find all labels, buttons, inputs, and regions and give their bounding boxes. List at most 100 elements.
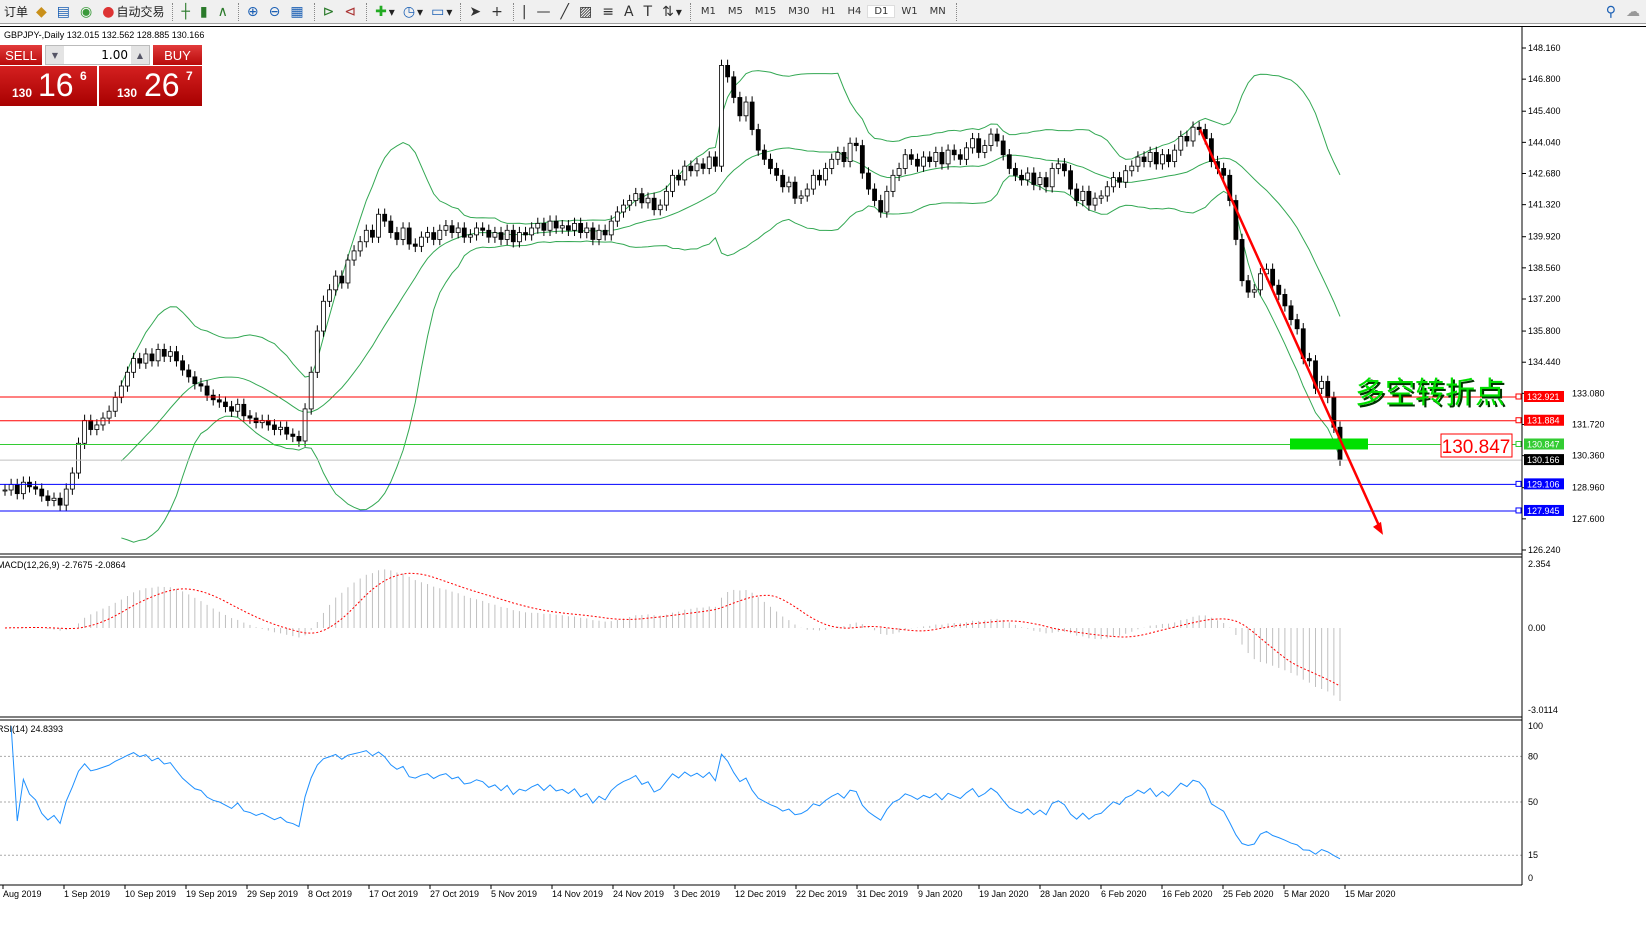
candle-bull (798, 195, 804, 199)
cursor-icon: ➤ (469, 3, 482, 20)
candle-bear (1019, 174, 1024, 181)
annotation-text[interactable]: 多空转折点 (1355, 377, 1505, 410)
toolbar-signal-button[interactable]: ◉ (76, 1, 98, 23)
candle-bull (20, 481, 26, 495)
candle-bear (602, 229, 608, 236)
candle-bear (749, 101, 755, 130)
candle-bull (1104, 186, 1110, 197)
line-handle (1515, 393, 1522, 400)
candle-bull (345, 259, 351, 284)
vertical-line-button[interactable]: | (518, 1, 533, 23)
candle-bear (1184, 135, 1190, 142)
timeframe-h1[interactable]: H1 (821, 6, 836, 17)
lot-size-stepper[interactable]: ▼ ▲ (45, 45, 150, 65)
chart-canvas[interactable]: 148.160 146.800 145.400 144.040 142.680 141.3… (0, 27, 1646, 901)
candle-bull (131, 358, 137, 373)
candle-bear (866, 172, 871, 190)
candle-bull (419, 236, 424, 247)
horizontal-line-button[interactable]: — (533, 1, 557, 23)
candle-bear (774, 168, 780, 176)
candle-bear (523, 232, 528, 236)
price-tick-label: 137.200 (1528, 294, 1561, 304)
lot-size-input[interactable] (64, 47, 131, 63)
candle-bear (1288, 305, 1294, 321)
autoscroll-button[interactable]: ⊳ (319, 1, 341, 23)
date-label: 5 Nov 2019 (491, 889, 537, 899)
timeframe-m30[interactable]: M30 (788, 6, 810, 17)
toolbar-autotrade-button[interactable]: ● 自动交易 (102, 3, 165, 20)
candle-bull (1135, 156, 1141, 167)
candle-bear (927, 156, 933, 162)
text-button[interactable]: A (620, 1, 640, 23)
templates-button[interactable]: ▭ ▾ (431, 3, 453, 20)
timeframe-m15[interactable]: M15 (754, 6, 777, 17)
bar-chart-icon: ┼ (181, 3, 190, 20)
trend-arrow-line (1198, 129, 1382, 529)
candle-bear (700, 163, 706, 169)
candle-bull (468, 234, 473, 238)
fibonacci-button[interactable]: ≡ (598, 1, 620, 23)
candle-bull (118, 385, 124, 398)
axes: 148.160 146.800 145.400 144.040 142.680 141.3… (0, 27, 1605, 899)
zoom-in-button[interactable]: ⊕ (243, 1, 265, 23)
buy-price-button[interactable]: 130 26 7 (99, 66, 202, 106)
channel-button[interactable]: ▨ (575, 1, 598, 23)
sell-button[interactable]: SELL (0, 45, 42, 65)
timeframe-w1[interactable]: W1 (901, 6, 918, 17)
candle-bear (296, 436, 302, 442)
candle-bull (1092, 197, 1098, 206)
candle-bear (1006, 154, 1012, 169)
candle-bear (394, 232, 400, 240)
candle-bull (596, 229, 602, 240)
timeframe-mn[interactable]: MN (929, 6, 946, 17)
sell-price-button[interactable]: 130 16 6 (0, 66, 97, 106)
timeframe-d1[interactable]: D1 (867, 5, 896, 18)
arrows-button[interactable]: ⇅ ▾ (662, 3, 682, 20)
candle-chart-button[interactable]: ▮ (196, 1, 214, 23)
candle-bear (676, 174, 682, 181)
candle-bull (1147, 152, 1153, 162)
timeframe-h4[interactable]: H4 (847, 6, 862, 17)
trendline-button[interactable]: ╱ (557, 1, 575, 23)
tile-windows-button[interactable]: ▦ (286, 1, 309, 23)
indicators-button[interactable]: ✚ ▾ (375, 3, 395, 20)
label-button[interactable]: T (640, 1, 659, 23)
candle-bull (663, 190, 669, 206)
candle-bull (82, 419, 88, 444)
lot-increase-button[interactable]: ▲ (131, 46, 149, 64)
timeframe-m1[interactable]: M1 (700, 6, 716, 17)
candle-bull (964, 147, 969, 160)
candle-bull (786, 181, 792, 188)
candle-bear (198, 383, 204, 387)
chat-button[interactable]: ☁ (1622, 1, 1646, 23)
zoom-out-button[interactable]: ⊖ (265, 1, 287, 23)
date-label: 3 Dec 2019 (674, 889, 720, 899)
candle-bull (308, 371, 314, 410)
crosshair-button[interactable]: + (487, 1, 509, 23)
search-button[interactable]: ⚲ (1602, 1, 1622, 23)
candle-bear (1270, 268, 1276, 286)
chart-window[interactable]: 148.160 146.800 145.400 144.040 142.680 141.3… (0, 26, 1646, 900)
chart-shift-button[interactable]: ⊲ (340, 1, 362, 23)
cursor-button[interactable]: ➤ (465, 1, 487, 23)
toolbar-folder-button[interactable]: ◆ (32, 1, 53, 23)
separator (512, 2, 514, 21)
candle-bear (578, 223, 584, 233)
candle-bull (835, 152, 841, 160)
support-zone (1290, 438, 1368, 450)
candle-bear (498, 232, 504, 240)
toolbar-order-button[interactable]: 订单 (4, 5, 29, 19)
candle-bull (100, 417, 106, 426)
level-callout-box[interactable] (1440, 433, 1513, 458)
timeframe-m5[interactable]: M5 (727, 6, 743, 17)
date-label: 14 Nov 2019 (552, 889, 603, 899)
bar-chart-button[interactable]: ┼ (177, 1, 195, 23)
candle-bear (1239, 239, 1245, 282)
toolbar-terminal-button[interactable]: ▤ (53, 1, 76, 23)
line-chart-button[interactable]: ∧ (214, 1, 234, 23)
periods-button[interactable]: ◷ ▾ (402, 3, 424, 20)
price-tick-label: 144.040 (1528, 137, 1561, 147)
buy-button[interactable]: BUY (153, 45, 202, 65)
candle-bull (621, 204, 626, 213)
lot-decrease-button[interactable]: ▼ (46, 46, 64, 64)
